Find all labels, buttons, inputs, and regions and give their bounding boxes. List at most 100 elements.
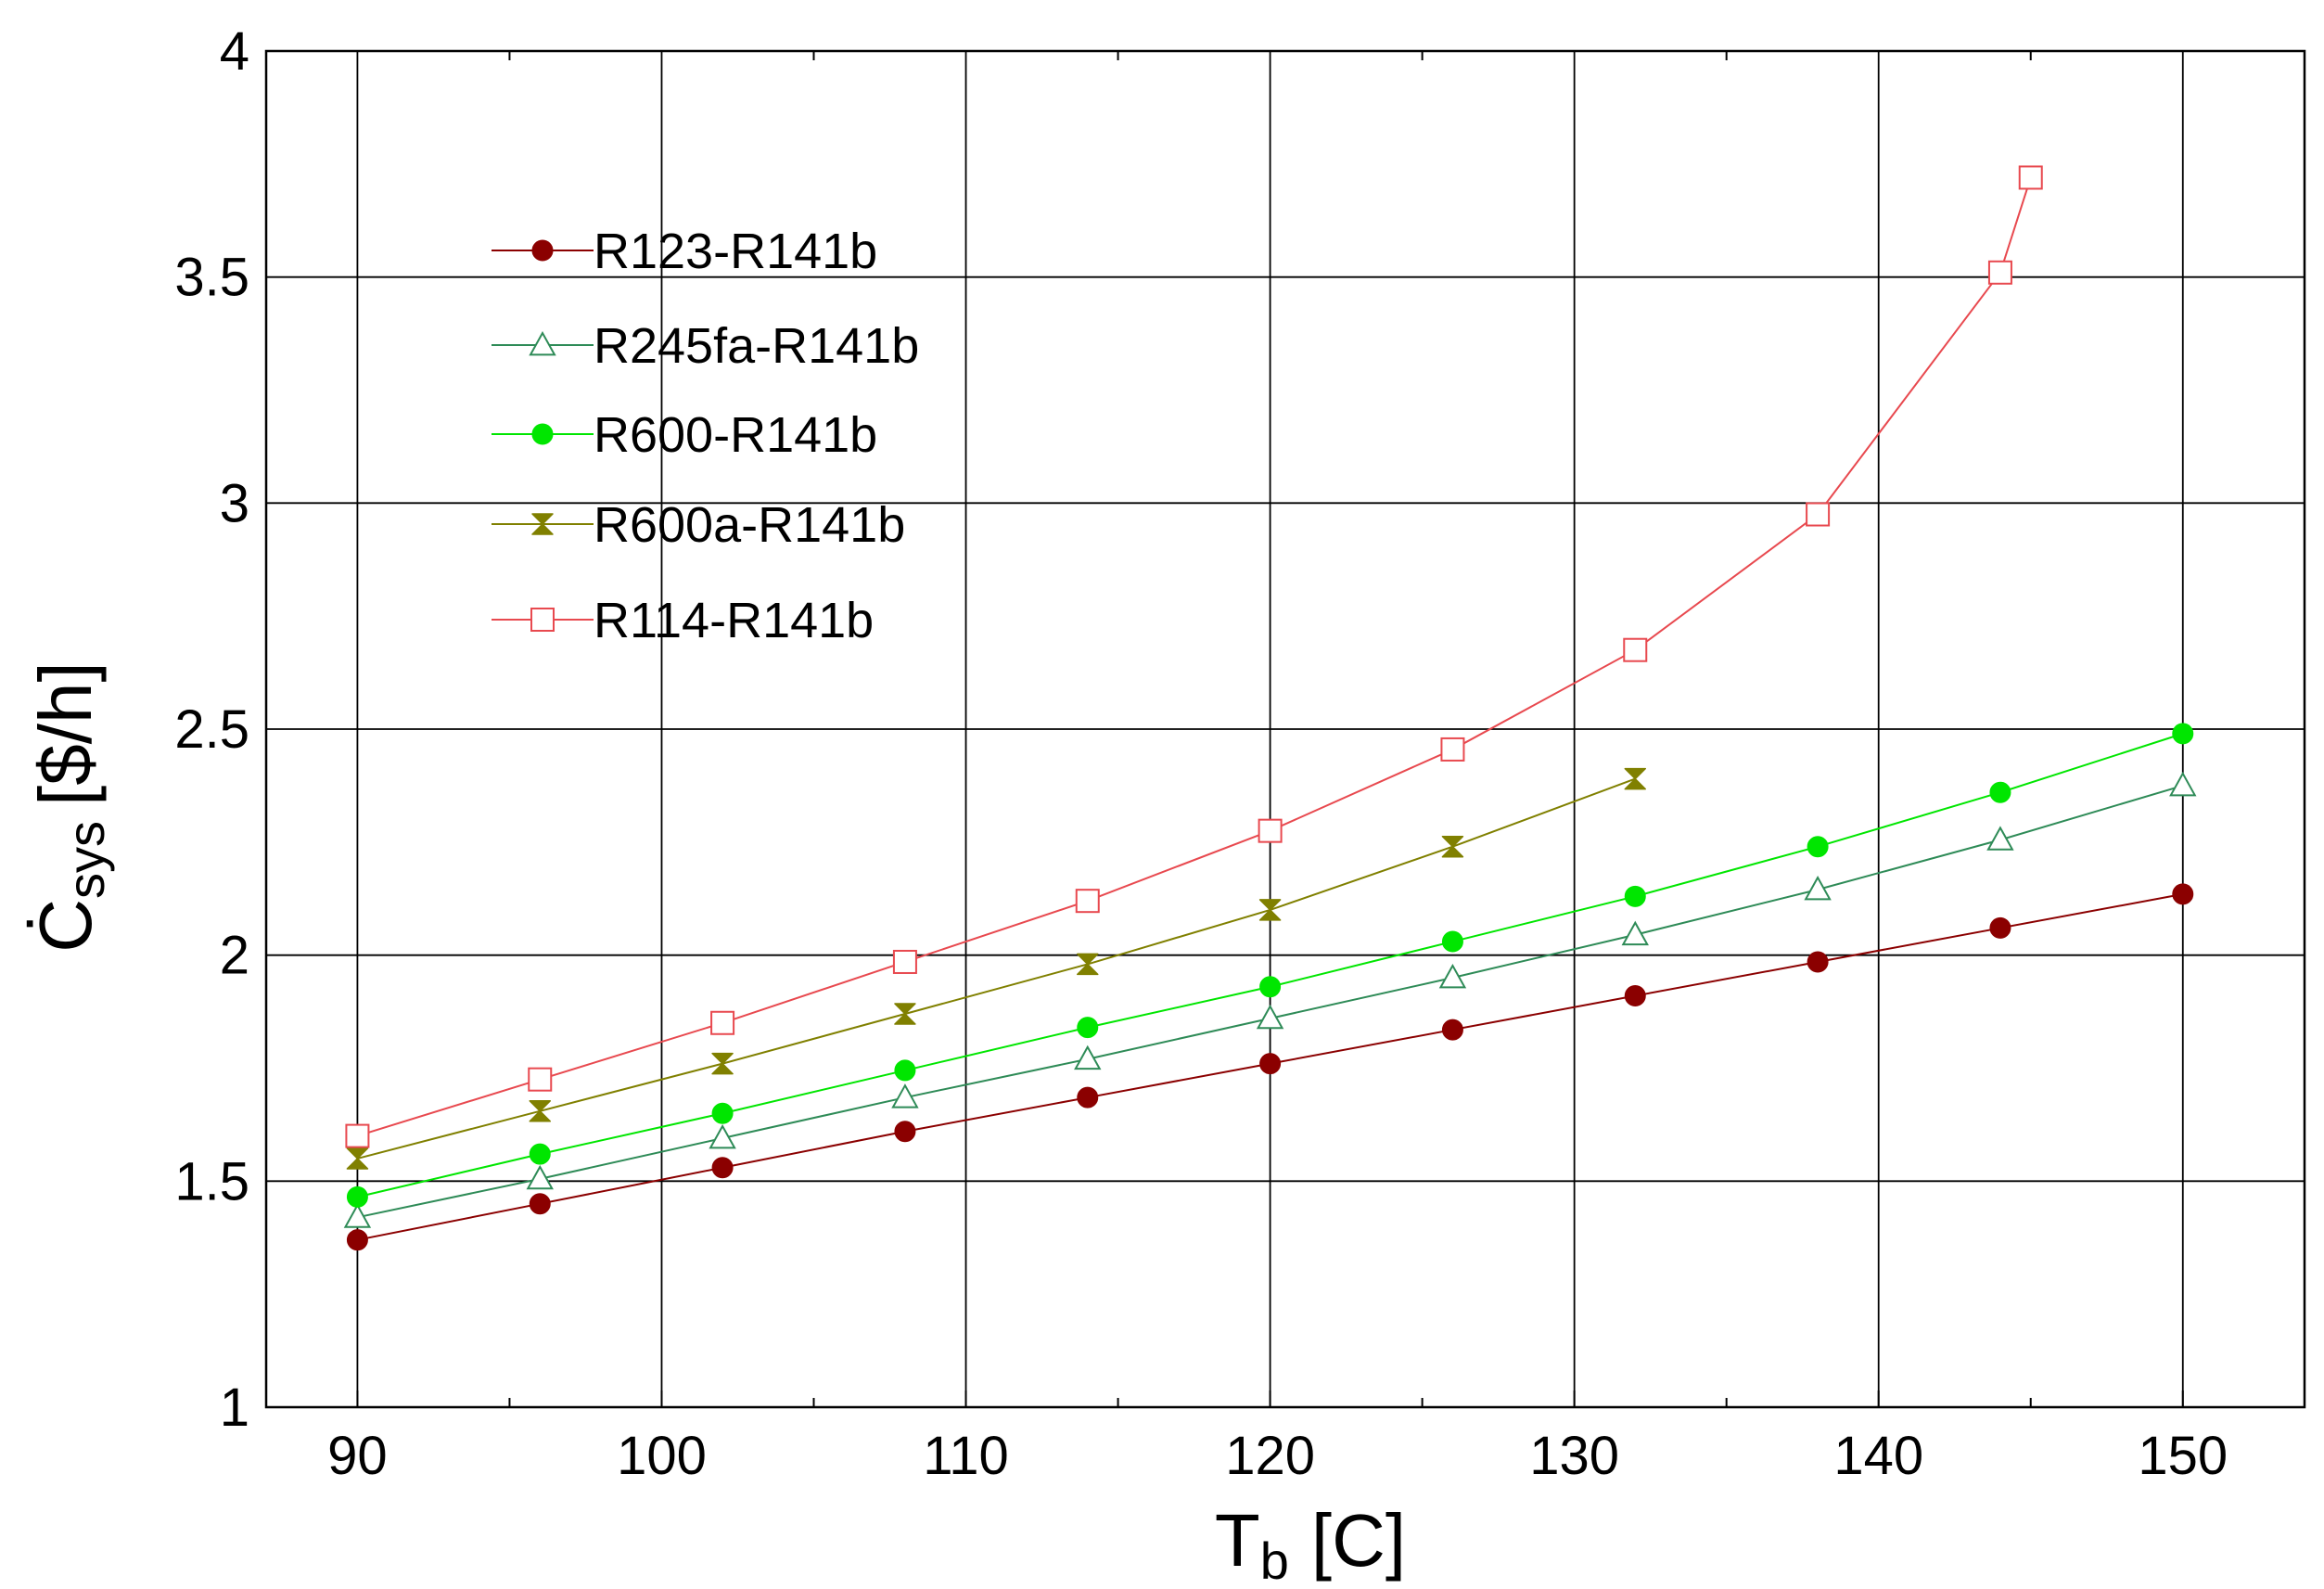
data-point xyxy=(894,1059,916,1082)
data-point xyxy=(529,1100,552,1122)
data-point xyxy=(1624,985,1646,1007)
data-point xyxy=(1621,920,1649,946)
data-point xyxy=(1077,1017,1099,1039)
data-point xyxy=(346,1185,368,1208)
data-point xyxy=(1077,953,1099,976)
data-point xyxy=(1074,1044,1102,1070)
data-point xyxy=(528,1067,553,1092)
data-point xyxy=(1258,899,1282,921)
series-layer xyxy=(343,165,2197,1251)
legend-item: R245fa-R141b xyxy=(492,318,919,374)
x-tick-label: 90 xyxy=(327,1426,388,1486)
data-point xyxy=(1259,976,1282,998)
legend-label: R600-R141b xyxy=(594,407,877,463)
data-point xyxy=(2172,723,2194,745)
data-point xyxy=(1441,1019,1463,1041)
data-point xyxy=(1256,1004,1284,1030)
legend-item: R114-R141b xyxy=(492,593,874,648)
series-R600-R141b xyxy=(346,723,2194,1208)
legend-item: R600a-R141b xyxy=(492,497,905,553)
data-point xyxy=(1624,767,1647,790)
data-point xyxy=(1259,1053,1282,1075)
data-point xyxy=(1258,818,1283,843)
data-point xyxy=(526,1164,554,1190)
x-tick-label: 120 xyxy=(1225,1426,1315,1486)
data-point xyxy=(894,1003,916,1025)
data-point xyxy=(343,1203,372,1228)
data-point xyxy=(1989,916,2011,939)
x-tick-label: 140 xyxy=(1833,1426,1923,1486)
data-point xyxy=(710,1010,735,1035)
series-R123-R141b xyxy=(346,883,2194,1251)
data-point xyxy=(1077,1086,1099,1108)
legend-label: R245fa-R141b xyxy=(594,318,919,374)
data-point xyxy=(346,1229,368,1251)
legend-item: R600-R141b xyxy=(492,407,877,463)
data-point xyxy=(1623,637,1648,662)
series-line xyxy=(357,777,1636,1160)
data-point xyxy=(1441,835,1464,858)
y-axis-title-sub: sys xyxy=(57,821,115,899)
legend-marker xyxy=(531,513,554,535)
data-point xyxy=(345,1123,370,1148)
data-point xyxy=(1441,930,1463,953)
series-R600a-R141b xyxy=(346,767,1647,1170)
x-axis-title: Tb [C] xyxy=(1215,1499,1406,1589)
data-point xyxy=(891,1083,919,1108)
data-point xyxy=(711,1052,734,1075)
data-point xyxy=(529,1193,551,1215)
data-point xyxy=(1987,260,2012,285)
legend-item: R123-R141b xyxy=(492,224,877,279)
legend: R123-R141b R245fa-R141b R600-R141b R600a-R1… xyxy=(492,224,919,648)
x-tick-label: 130 xyxy=(1529,1426,1619,1486)
legend-label: R114-R141b xyxy=(594,593,874,648)
data-point xyxy=(1440,737,1465,762)
series-R114-R141b xyxy=(345,165,2043,1148)
data-point xyxy=(1989,781,2011,803)
y-tick-label: 2.5 xyxy=(174,699,249,760)
series-R245fa-R141b xyxy=(343,771,2197,1228)
y-tick-label: 3.5 xyxy=(174,248,249,308)
y-tick-label: 4 xyxy=(220,21,249,82)
data-point xyxy=(709,1123,736,1149)
legend-marker xyxy=(530,608,555,632)
data-point xyxy=(346,1147,369,1170)
x-axis-title-main: T xyxy=(1215,1499,1260,1582)
x-tick-label: 100 xyxy=(617,1426,707,1486)
data-point xyxy=(2172,883,2194,905)
legend-label: R600a-R141b xyxy=(594,497,905,553)
y-axis-title: Ċsys [$/h] xyxy=(24,661,115,952)
ticks: 90 100 110 120 130 140 150 1 1.5 2 2.5 3 3.5 4 xyxy=(174,21,2228,1486)
data-point xyxy=(2169,771,2197,797)
data-point xyxy=(1804,875,1832,901)
x-tick-label: 110 xyxy=(923,1426,1008,1486)
data-point xyxy=(1624,885,1646,907)
data-point xyxy=(1807,836,1829,858)
data-point xyxy=(1986,826,2014,851)
x-axis-title-sub: b xyxy=(1260,1531,1289,1589)
legend-label: R123-R141b xyxy=(594,224,877,279)
y-axis-title-unit: [$/h] xyxy=(24,661,107,806)
y-tick-label: 3 xyxy=(220,473,249,533)
data-point xyxy=(894,1121,916,1143)
data-point xyxy=(711,1157,734,1179)
y-tick-label: 1 xyxy=(220,1378,249,1438)
data-point xyxy=(1075,889,1100,914)
legend-marker xyxy=(531,423,554,445)
plot-frame xyxy=(264,49,2306,1409)
data-point xyxy=(711,1102,734,1124)
legend-marker xyxy=(529,330,556,356)
y-tick-label: 2 xyxy=(220,926,249,986)
y-axis-title-main: Ċ xyxy=(24,899,107,953)
y-tick-label: 1.5 xyxy=(174,1151,249,1211)
data-point xyxy=(892,949,917,974)
x-axis-title-unit: [C] xyxy=(1311,1499,1406,1582)
data-point xyxy=(1438,963,1467,989)
data-point xyxy=(1806,502,1831,527)
x-tick-label: 150 xyxy=(2138,1426,2228,1486)
data-point xyxy=(1807,951,1829,973)
data-point xyxy=(529,1143,551,1165)
data-point xyxy=(2018,165,2043,190)
